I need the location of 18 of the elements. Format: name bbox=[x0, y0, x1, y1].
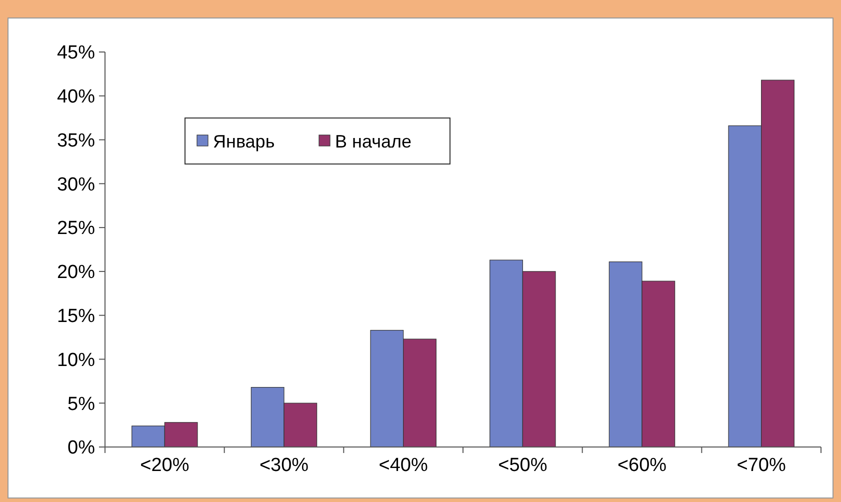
x-tick-label: <60% bbox=[617, 455, 667, 476]
y-tick-label: 15% bbox=[56, 306, 96, 327]
x-tick-label: <20% bbox=[140, 455, 190, 476]
legend-label: Январь bbox=[213, 131, 275, 152]
y-tick-label: 45% bbox=[56, 42, 96, 64]
y-tick-label: 25% bbox=[56, 218, 96, 240]
x-tick-label: <40% bbox=[378, 455, 428, 476]
y-tick-label: 0% bbox=[68, 438, 96, 459]
y-tick-label: 40% bbox=[56, 86, 96, 108]
y-tick-label: 35% bbox=[56, 130, 96, 152]
y-tick-label: 20% bbox=[56, 262, 96, 284]
y-tick-label: 30% bbox=[56, 174, 96, 196]
x-tick-label: <70% bbox=[736, 455, 786, 476]
legend-label: В начале bbox=[335, 131, 412, 152]
x-tick-label: <50% bbox=[498, 455, 548, 476]
y-tick-label: 10% bbox=[56, 350, 96, 371]
y-tick-label: 5% bbox=[68, 394, 96, 415]
x-tick-label: <30% bbox=[259, 455, 309, 476]
